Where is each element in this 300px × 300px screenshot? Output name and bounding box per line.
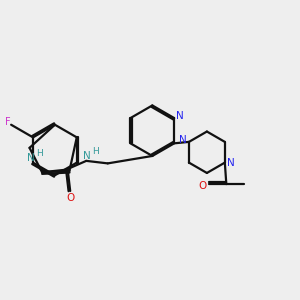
Text: F: F bbox=[5, 117, 10, 128]
Text: N: N bbox=[83, 151, 91, 160]
Text: H: H bbox=[36, 149, 42, 158]
Text: N: N bbox=[179, 135, 187, 146]
Text: N: N bbox=[176, 111, 184, 121]
Text: O: O bbox=[66, 193, 74, 203]
Text: N: N bbox=[27, 153, 35, 163]
Text: N: N bbox=[227, 158, 235, 168]
Text: H: H bbox=[92, 147, 99, 156]
Text: O: O bbox=[198, 181, 206, 190]
